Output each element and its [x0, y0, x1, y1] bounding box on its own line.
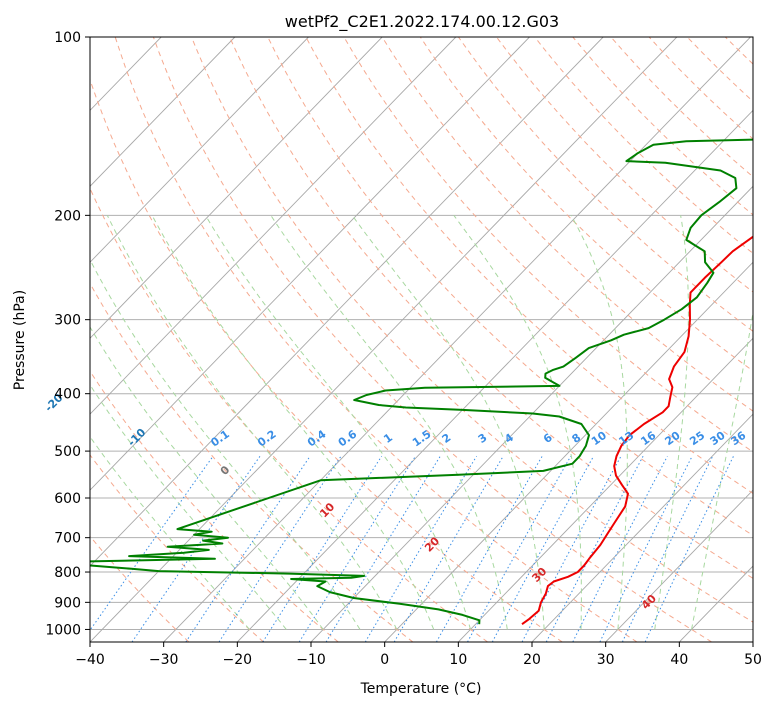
x-tick-label: −20: [223, 652, 253, 668]
dry-adiabat-line: [457, 37, 753, 332]
x-tick-label: −10: [296, 652, 326, 668]
dry-adiabat-line: [90, 187, 488, 642]
y-tick-label: 100: [54, 30, 81, 46]
mixing-ratio-line: [467, 455, 572, 642]
moist-adiabat-line: [654, 215, 689, 630]
axis-ticks: −40 −30 −20 −10 0 10 20 30 40 50 100 200 300 400 500 60…: [45, 30, 762, 668]
dry-adiabat-line: [572, 37, 753, 216]
dry-adiabat-line: [90, 535, 190, 642]
chart-title: wetPf2_C2E1.2022.174.00.12.G03: [285, 12, 559, 32]
plot-area: [90, 37, 753, 642]
mixing-ratio-line: [325, 455, 441, 642]
mixing-ratio-line: [185, 455, 311, 642]
isotherm-line: [90, 37, 678, 642]
x-tick-label: 30: [597, 652, 615, 668]
x-tick-label: 0: [380, 652, 389, 668]
dewpoint-profile-line: [90, 138, 753, 625]
moist-adiabat-line: [205, 215, 471, 630]
isotherm-line: [90, 37, 604, 567]
isotherm-line: [237, 109, 753, 642]
dry-adiabat-line: [534, 37, 753, 254]
dry-adiabat-line: [381, 37, 753, 412]
mixing-ratio-line: [298, 455, 416, 642]
moist-adiabat-line: [270, 215, 508, 630]
isotherm-line: [90, 37, 383, 339]
y-tick-label: 400: [54, 387, 81, 403]
isotherm-line: [605, 489, 753, 642]
mixing-ratio-line: [262, 455, 383, 642]
x-tick-label: −40: [75, 652, 105, 668]
mixing-ratio-line: [599, 455, 693, 642]
dry-adiabat-line: [90, 78, 563, 642]
moist-adiabat-line: [106, 215, 398, 630]
moist-adiabat-line: [570, 215, 628, 630]
dry-adiabat-line: [648, 37, 753, 140]
y-tick-label: 900: [54, 595, 81, 611]
moist-adiabat-line: [151, 215, 435, 630]
y-axis-label: Pressure (hPa): [12, 290, 28, 390]
mixing-ratio-line: [364, 455, 478, 642]
mixing-ratio-line: [545, 455, 644, 642]
dry-adiabat-line: [152, 37, 712, 642]
isotherm-line: [90, 37, 530, 491]
moist-adiabat-line: [351, 215, 545, 630]
isotherm-line: [531, 413, 753, 642]
moist-adiabat-line: [90, 258, 361, 630]
dry-adiabat-line: [610, 37, 753, 178]
y-tick-label: 1000: [45, 622, 81, 638]
moist-adiabat-line: [90, 326, 324, 630]
mixing-ratio-line: [218, 455, 342, 642]
x-tick-label: 20: [523, 652, 541, 668]
x-axis-label: Temperature (°C): [360, 681, 482, 697]
dry-adiabat-line: [90, 282, 414, 642]
moist-adiabat-line: [90, 384, 287, 630]
dry-adiabat-line: [343, 37, 753, 453]
mixing-ratio-line: [521, 455, 622, 642]
y-tick-label: 200: [54, 208, 81, 224]
temperature-profile-line: [521, 235, 753, 626]
dry-adiabat-line: [496, 37, 753, 293]
dry-adiabat-line: [305, 37, 753, 495]
y-tick-label: 500: [54, 444, 81, 460]
isotherm-line: [90, 37, 457, 415]
dry-adiabat-line: [419, 37, 753, 372]
moist-adiabat-line: [90, 435, 250, 630]
x-tick-label: 50: [744, 652, 762, 668]
mixing-ratio-line: [90, 455, 214, 632]
y-tick-label: 600: [54, 491, 81, 507]
x-tick-label: −30: [149, 652, 179, 668]
dry-adiabat-line: [229, 37, 753, 579]
dry-adiabat-line: [191, 37, 753, 623]
moist-adiabat-line: [691, 309, 753, 630]
plot-frame: [89, 36, 754, 643]
x-tick-label: 10: [449, 652, 467, 668]
isotherm-line: [90, 37, 309, 263]
isotherm-line: [90, 37, 236, 187]
mixing-ratio-line: [491, 455, 595, 642]
x-tick-label: 40: [670, 652, 688, 668]
dry-adiabat-line: [114, 37, 638, 642]
isotherm-line: [384, 261, 753, 642]
dry-adiabat-line: [267, 37, 753, 537]
y-tick-label: 700: [54, 531, 81, 547]
isotherm-line: [458, 337, 753, 642]
isotherm-line: [163, 37, 751, 642]
y-tick-label: 800: [54, 565, 81, 581]
y-tick-label: 300: [54, 313, 81, 329]
moist-adiabat-line: [453, 215, 582, 630]
